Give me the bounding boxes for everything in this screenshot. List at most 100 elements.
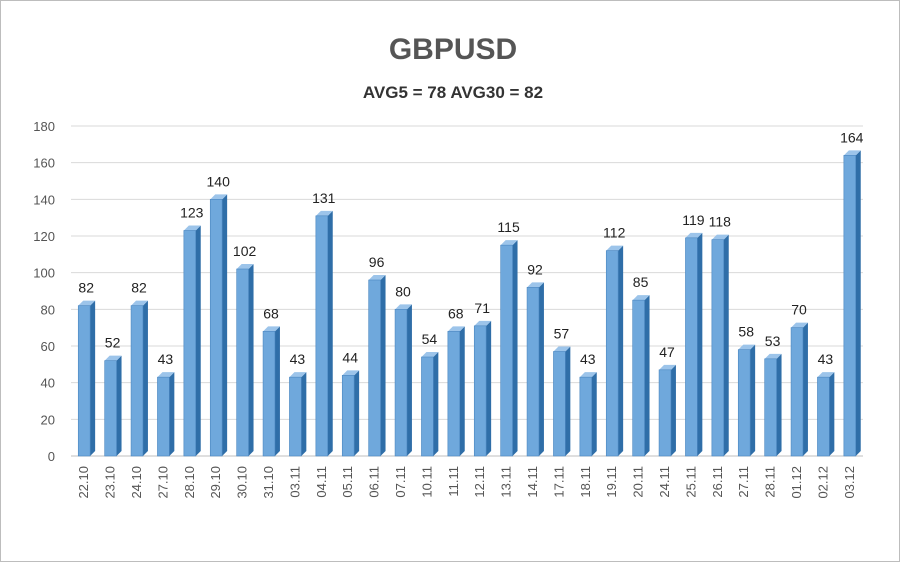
- x-axis: 22.10 23.10 24.10 27.10 28.10 29.10 30.10 31.10…: [76, 466, 857, 499]
- bar-top: [579, 372, 597, 378]
- data-label: 71: [474, 300, 490, 316]
- bar-side: [116, 355, 122, 456]
- bar-side: [802, 322, 808, 456]
- chart-subtitle: AVG5 = 78 AVG30 = 82: [363, 83, 543, 102]
- bar: [632, 295, 650, 457]
- bar: [553, 346, 571, 457]
- bar-front: [183, 230, 197, 457]
- y-tick-label: 180: [33, 119, 55, 134]
- bar: [262, 326, 280, 457]
- bar-front: [341, 375, 355, 457]
- bar-front: [500, 244, 513, 457]
- bar-top: [817, 372, 835, 378]
- data-label: 47: [659, 344, 675, 360]
- bar-top: [210, 194, 228, 200]
- y-tick-label: 80: [41, 302, 55, 317]
- data-label: 43: [818, 351, 834, 367]
- bar-top: [263, 326, 280, 332]
- bar-front: [447, 331, 461, 457]
- x-tick-label: 30.10: [235, 466, 250, 499]
- x-tick-label: 24.11: [657, 466, 672, 498]
- data-label: 82: [131, 280, 147, 296]
- bar-side: [222, 194, 228, 457]
- bar-top: [104, 355, 122, 361]
- x-tick-label: 18.11: [578, 466, 593, 498]
- bar-front: [711, 239, 725, 457]
- bar-side: [670, 364, 676, 456]
- data-label: 57: [554, 326, 570, 342]
- x-tick-label: 12.11: [472, 466, 487, 498]
- bar-side: [486, 320, 492, 456]
- bar-side: [274, 326, 280, 456]
- x-tick-label: 27.11: [736, 466, 751, 498]
- x-tick-label: 01.12: [789, 466, 804, 499]
- data-label: 80: [395, 283, 411, 299]
- data-label: 140: [207, 173, 231, 189]
- data-label: 43: [290, 351, 306, 367]
- bar-top: [157, 372, 175, 378]
- bar: [711, 234, 729, 457]
- bar: [394, 304, 412, 457]
- bar: [421, 352, 439, 457]
- x-tick-label: 14.11: [525, 466, 540, 498]
- x-tick-label: 03.11: [287, 466, 302, 498]
- x-tick-label: 22.10: [76, 466, 91, 499]
- data-label: 68: [263, 305, 279, 321]
- bar: [183, 225, 201, 457]
- x-tick-label: 11.11: [446, 466, 461, 497]
- data-label: 85: [633, 274, 649, 290]
- bar-top: [395, 304, 412, 310]
- bar-side: [512, 240, 518, 456]
- bar-side: [433, 352, 439, 456]
- bar-front: [104, 360, 117, 457]
- bar-top: [791, 322, 808, 328]
- bar-side: [195, 225, 201, 456]
- x-tick-label: 25.11: [683, 466, 698, 498]
- bar-top: [500, 240, 518, 246]
- data-label: 82: [78, 280, 94, 296]
- bar: [658, 364, 676, 457]
- x-tick-label: 13.11: [499, 466, 514, 498]
- x-tick-label: 20.11: [631, 466, 646, 498]
- x-tick-label: 27.10: [155, 466, 170, 499]
- bar-front: [658, 369, 672, 457]
- bars: [77, 150, 861, 457]
- bar-top: [843, 150, 861, 156]
- bar-top: [632, 295, 650, 301]
- data-label: 43: [158, 351, 174, 367]
- bar-front: [843, 155, 857, 457]
- bar-side: [618, 245, 624, 456]
- bar-side: [169, 372, 175, 456]
- bar-front: [289, 376, 302, 457]
- x-tick-label: 10.11: [419, 466, 434, 498]
- bar-side: [538, 282, 544, 456]
- bar: [157, 372, 175, 457]
- data-label: 43: [580, 351, 596, 367]
- bar-front: [236, 268, 249, 457]
- bar: [500, 240, 518, 457]
- bar-side: [248, 264, 254, 456]
- bar-front: [553, 351, 566, 457]
- y-axis: 0 20 40 60 80 100 120 140 160 180: [33, 119, 55, 464]
- bar-top: [685, 232, 703, 238]
- data-label: 131: [312, 190, 336, 206]
- x-tick-label: 05.11: [340, 466, 355, 498]
- bar-front: [473, 325, 487, 457]
- bar-top: [183, 225, 201, 231]
- data-label: 118: [709, 214, 732, 230]
- y-tick-label: 100: [33, 266, 55, 281]
- bar-top: [315, 210, 333, 216]
- bar: [368, 275, 386, 457]
- x-tick-label: 28.11: [763, 466, 778, 498]
- gridlines: [71, 125, 863, 457]
- x-tick-label: 03.12: [842, 466, 857, 499]
- bar-top: [289, 372, 307, 378]
- y-tick-label: 20: [41, 412, 55, 427]
- bar: [817, 372, 835, 457]
- bar-side: [327, 210, 333, 456]
- bar: [790, 322, 808, 457]
- bar-side: [380, 275, 386, 456]
- bar-side: [750, 344, 756, 456]
